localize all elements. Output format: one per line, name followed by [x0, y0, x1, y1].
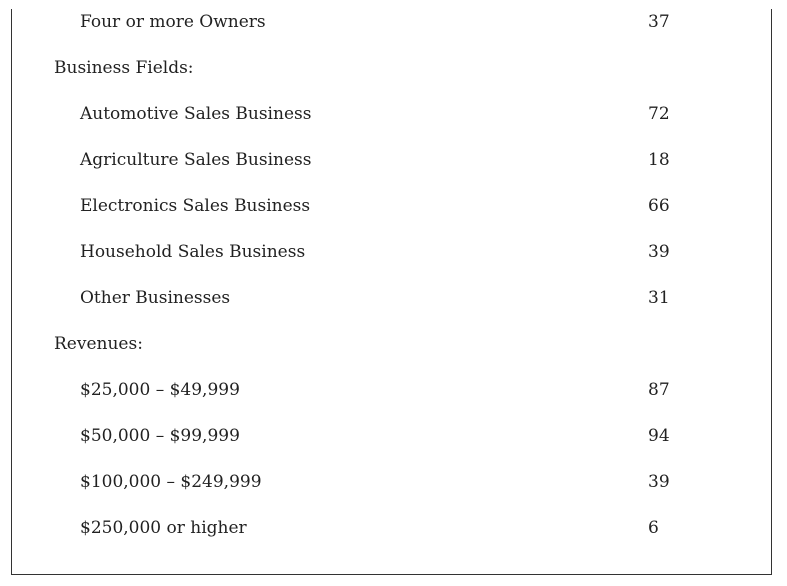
- row-label: $250,000 or higher: [80, 518, 247, 538]
- row-value: 37: [648, 12, 670, 32]
- row-label: Other Businesses: [80, 288, 231, 308]
- table-row-household-sales: Household Sales Business 39: [0, 237, 787, 267]
- row-value: 94: [648, 426, 670, 446]
- table-row-automotive-sales: Automotive Sales Business 72: [0, 99, 787, 129]
- table-row-electronics-sales: Electronics Sales Business 66: [0, 191, 787, 221]
- row-value: 66: [648, 196, 670, 216]
- row-label: Agriculture Sales Business: [80, 150, 312, 170]
- row-value: 18: [648, 150, 670, 170]
- row-value: 87: [648, 380, 670, 400]
- row-label: Automotive Sales Business: [80, 104, 312, 124]
- section-label: Revenues:: [54, 334, 143, 354]
- row-label: $50,000 – $99,999: [80, 426, 240, 446]
- row-label: $25,000 – $49,999: [80, 380, 240, 400]
- table-frame: [11, 9, 772, 575]
- row-label: $100,000 – $249,999: [80, 472, 262, 492]
- row-label: Electronics Sales Business: [80, 196, 311, 216]
- row-label: Four or more Owners: [80, 12, 266, 32]
- table-row-four-or-more-owners: Four or more Owners 37: [0, 7, 787, 37]
- section-header-revenues: Revenues:: [0, 329, 787, 359]
- table-row-revenue-250k-plus: $250,000 or higher 6: [0, 513, 787, 543]
- row-value: 39: [648, 472, 670, 492]
- table-row-other-businesses: Other Businesses 31: [0, 283, 787, 313]
- table-row-agriculture-sales: Agriculture Sales Business 18: [0, 145, 787, 175]
- table-row-revenue-25k-50k: $25,000 – $49,999 87: [0, 375, 787, 405]
- row-value: 31: [648, 288, 670, 308]
- section-label: Business Fields:: [54, 58, 194, 78]
- table-row-revenue-100k-250k: $100,000 – $249,999 39: [0, 467, 787, 497]
- row-value: 72: [648, 104, 670, 124]
- section-header-business-fields: Business Fields:: [0, 53, 787, 83]
- table-row-revenue-50k-100k: $50,000 – $99,999 94: [0, 421, 787, 451]
- row-value: 6: [648, 518, 659, 538]
- row-value: 39: [648, 242, 670, 262]
- row-label: Household Sales Business: [80, 242, 306, 262]
